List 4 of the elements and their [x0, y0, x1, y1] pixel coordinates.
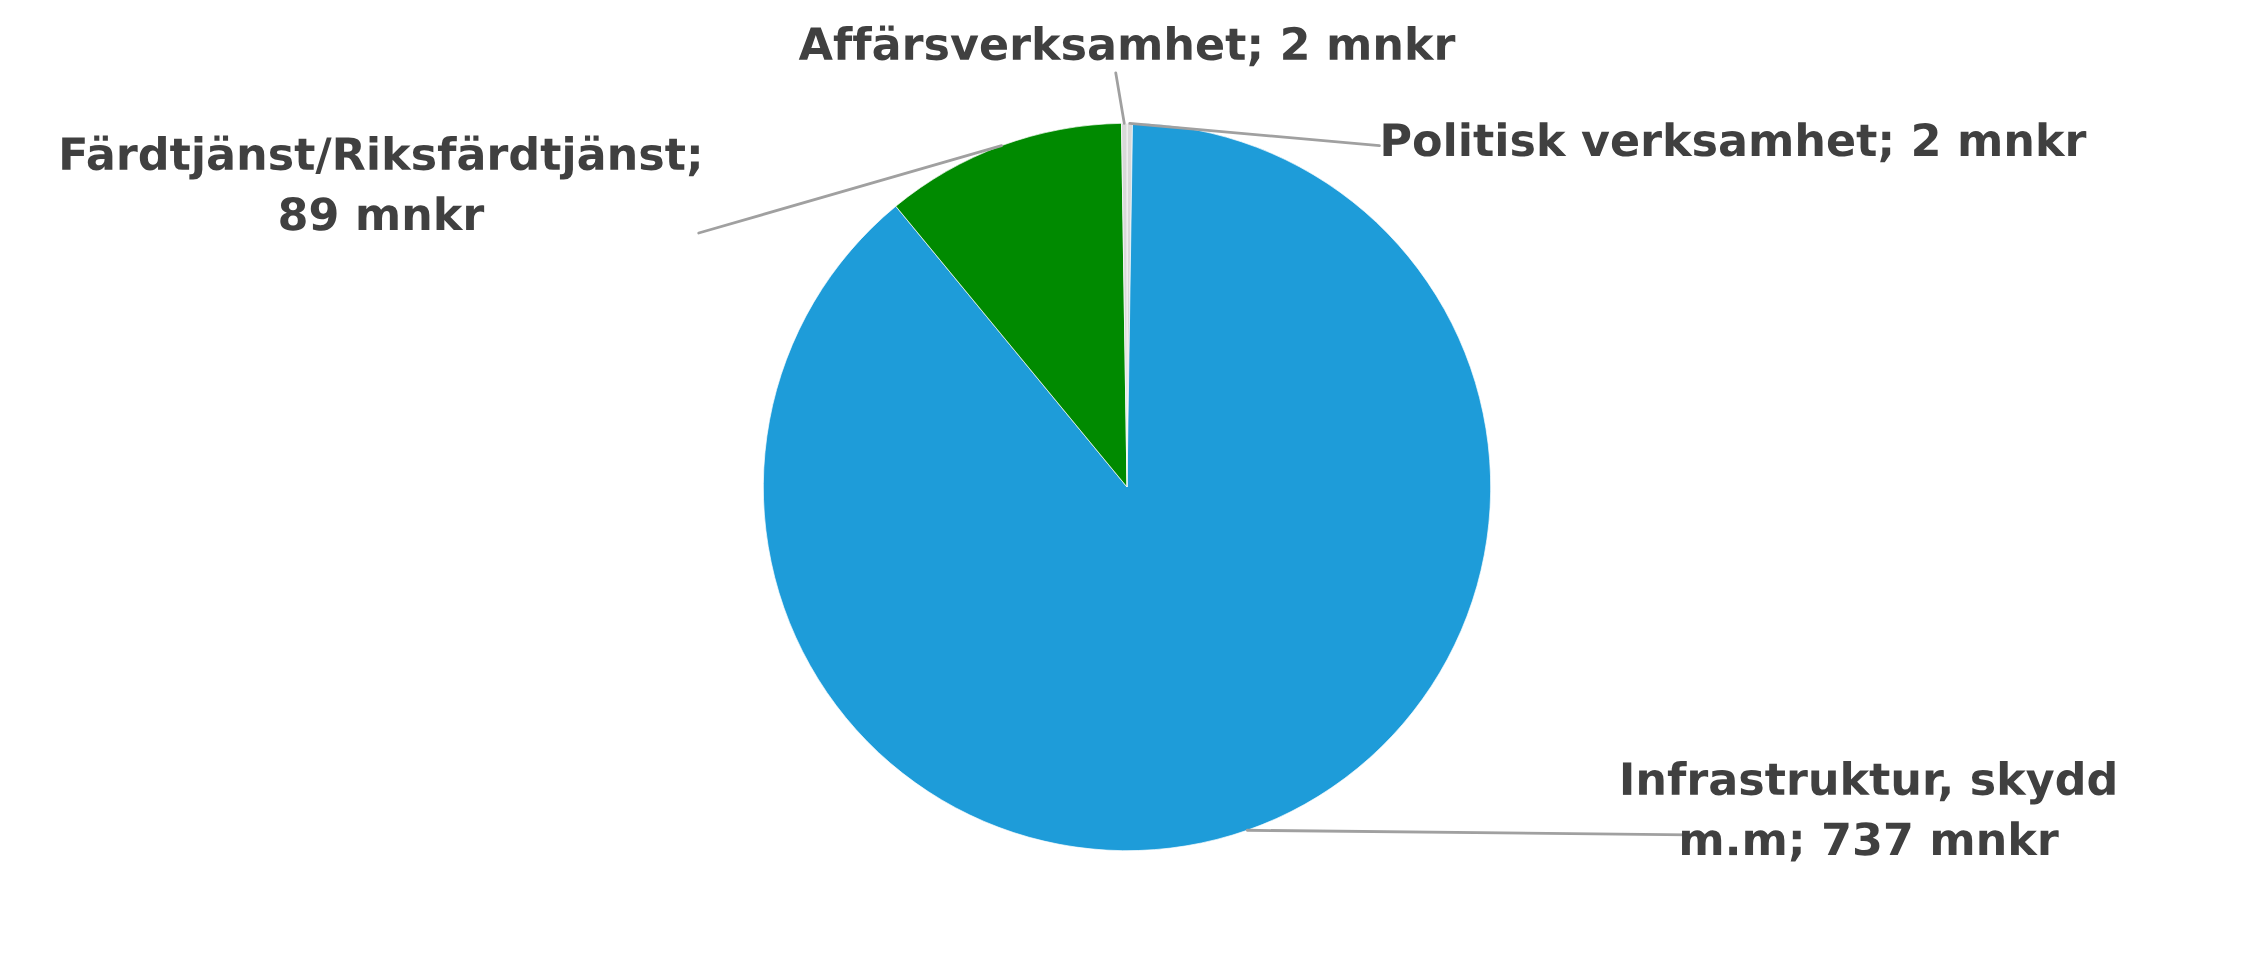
slice-label: Affärsverksamhet; 2 mnkr	[798, 25, 1456, 67]
slice-label: Politisk verksamhet; 2 mnkr	[1383, 122, 2087, 163]
slice-label: Infrastruktur, skydd m.m; 737 mnkr	[1622, 761, 2115, 862]
slice-label: Färdtjänst/Riksfärdtjänst; 89 mnkr	[62, 135, 699, 231]
